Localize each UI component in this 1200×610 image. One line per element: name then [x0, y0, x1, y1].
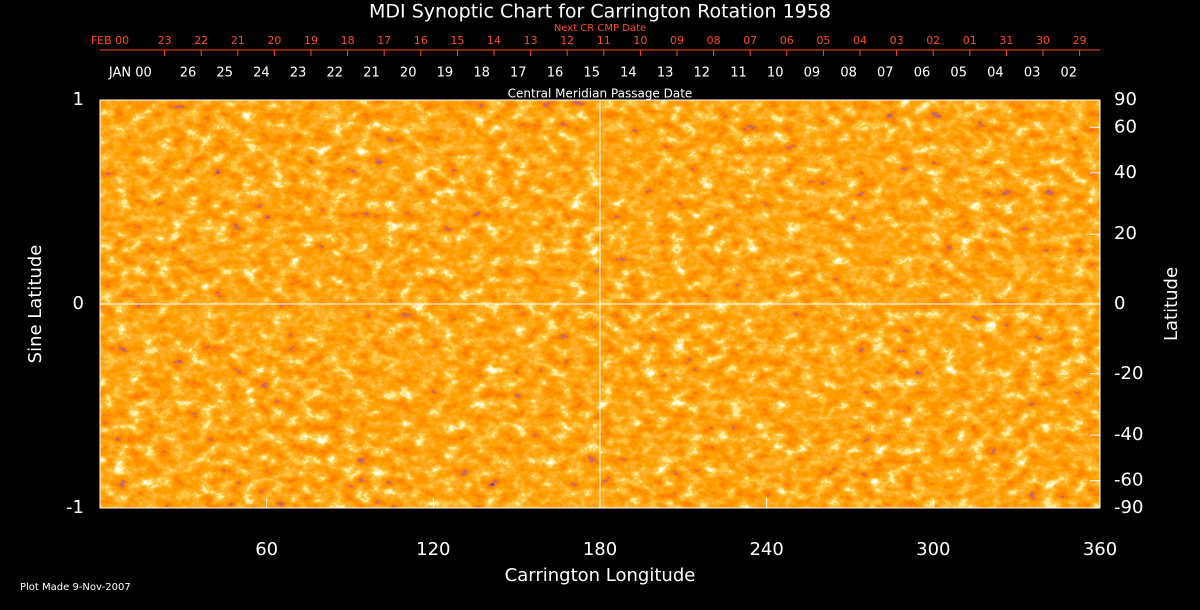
- y2-tick-label: 0: [1114, 293, 1125, 314]
- y2-tick-label: 40: [1114, 162, 1137, 183]
- top-axis-label: 09: [670, 34, 684, 47]
- top-axis-title: Next CR CMP Date: [554, 23, 646, 34]
- top-axis-label: 21: [231, 34, 245, 47]
- top-axis-label: 13: [657, 66, 674, 81]
- top-axis-label: 07: [877, 66, 894, 81]
- top-axis-label: 02: [926, 34, 940, 47]
- y2-tick-label: -20: [1114, 363, 1143, 384]
- x-tick-label: 120: [416, 539, 450, 560]
- top-axis-label: 01: [963, 34, 977, 47]
- top-axis-label: 05: [816, 34, 830, 47]
- top-axis-label: 12: [560, 34, 574, 47]
- top-axis-label: 15: [450, 34, 464, 47]
- top-axis-label: 31: [999, 34, 1013, 47]
- top-axis-label: 20: [267, 34, 281, 47]
- y2-tick-label: 20: [1114, 223, 1137, 244]
- top-axis-label: 22: [194, 34, 208, 47]
- top-axis-label: 16: [547, 66, 564, 81]
- y2-axis-label: Latitude: [1161, 267, 1182, 341]
- top-axis-label: 23: [290, 66, 307, 81]
- top-axis-label: 07: [743, 34, 757, 47]
- top-axis-label: 10: [767, 66, 784, 81]
- footnote: Plot Made 9-Nov-2007: [20, 582, 131, 593]
- y-axis-label: Sine Latitude: [25, 245, 46, 364]
- top-axis-label: 29: [1073, 34, 1087, 47]
- top-axis-label: 23: [158, 34, 172, 47]
- top-axis-title: Central Meridian Passage Date: [508, 87, 693, 101]
- top-axis-label: 24: [253, 66, 270, 81]
- top-axis-label: 03: [890, 34, 904, 47]
- top-axis-label: 11: [730, 66, 747, 81]
- top-axis-label: 25: [216, 66, 233, 81]
- top-axis-label: 12: [694, 66, 711, 81]
- top-axis-label: 19: [304, 34, 318, 47]
- top-axis-label: JAN 00: [108, 66, 152, 81]
- x-tick-label: 60: [255, 539, 278, 560]
- top-axis-label: 11: [597, 34, 611, 47]
- top-axis-label: 13: [524, 34, 538, 47]
- top-axis-label: 16: [414, 34, 428, 47]
- top-axis-label: 26: [180, 66, 197, 81]
- x-tick-label: 240: [749, 539, 783, 560]
- y2-tick-label: -60: [1114, 470, 1143, 491]
- top-axis-label: 10: [633, 34, 647, 47]
- x-tick-label: 360: [1083, 539, 1117, 560]
- top-axis-label: FEB 00: [91, 34, 129, 47]
- top-axis-label: 22: [327, 66, 344, 81]
- top-axis-label: 17: [510, 66, 527, 81]
- y2-tick-label: -40: [1114, 424, 1143, 445]
- top-axis-label: 06: [914, 66, 931, 81]
- top-axis-label: 18: [341, 34, 355, 47]
- top-axis-label: 04: [987, 66, 1004, 81]
- x-tick-label: 300: [916, 539, 950, 560]
- top-axis-label: 03: [1024, 66, 1041, 81]
- top-axis-label: 08: [707, 34, 721, 47]
- y2-tick-label: 90: [1114, 89, 1137, 110]
- top-axis-label: 02: [1061, 66, 1078, 81]
- x-tick-label: 180: [583, 539, 617, 560]
- y-tick-label: 1: [73, 89, 84, 110]
- top-axis-label: 18: [473, 66, 490, 81]
- top-axis-label: 04: [853, 34, 867, 47]
- top-axis-label: 05: [950, 66, 967, 81]
- y-tick-label: -1: [66, 497, 84, 518]
- y2-tick-label: 60: [1114, 116, 1137, 137]
- top-axis-label: 14: [620, 66, 637, 81]
- y-tick-label: 0: [73, 293, 84, 314]
- chart-title: MDI Synoptic Chart for Carrington Rotati…: [369, 1, 831, 23]
- top-axis-label: 20: [400, 66, 417, 81]
- y2-tick-label: -90: [1114, 497, 1143, 518]
- top-axis-label: 14: [487, 34, 501, 47]
- top-axis-label: 09: [804, 66, 821, 81]
- top-axis-label: 30: [1036, 34, 1050, 47]
- top-axis-label: 06: [780, 34, 794, 47]
- x-axis-label: Carrington Longitude: [505, 565, 696, 586]
- top-axis-label: 08: [840, 66, 857, 81]
- top-axis-label: 17: [377, 34, 391, 47]
- top-axis-label: 15: [583, 66, 600, 81]
- top-axis-label: 21: [363, 66, 380, 81]
- top-axis-label: 19: [437, 66, 454, 81]
